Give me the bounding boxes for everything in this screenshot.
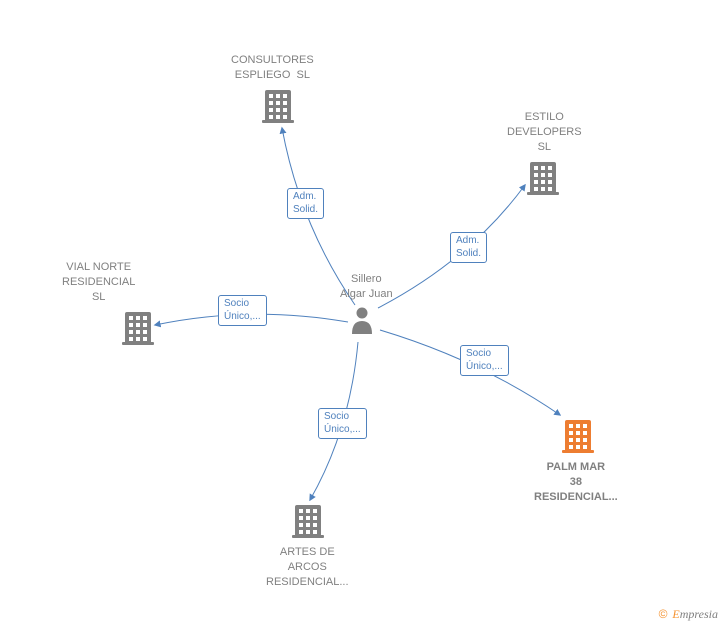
copyright: © Empresia [659, 607, 718, 622]
diagram-canvas: Adm. Solid. Adm. Solid. Socio Único,... Soc… [0, 0, 728, 630]
building-icon [265, 90, 291, 123]
company-node-label: PALM MAR 38 RESIDENCIAL... [534, 460, 618, 505]
company-node-label: CONSULTORES ESPLIEGO SL [231, 53, 314, 83]
copyright-text: mpresia [680, 607, 718, 621]
person-icon [350, 306, 374, 339]
building-icon [530, 162, 556, 195]
company-node-label: ARTES DE ARCOS RESIDENCIAL... [266, 545, 349, 590]
edge-label: Socio Único,... [460, 345, 509, 376]
edge-label: Socio Único,... [218, 295, 267, 326]
building-icon [125, 312, 151, 345]
center-node-label: Sillero Algar Juan [340, 272, 393, 302]
edge-label: Socio Único,... [318, 408, 367, 439]
building-icon [295, 505, 321, 538]
copyright-symbol: © [659, 607, 668, 621]
edge-label: Adm. Solid. [287, 188, 324, 219]
company-node-label: ESTILO DEVELOPERS SL [507, 110, 582, 155]
edge-label: Adm. Solid. [450, 232, 487, 263]
building-icon [565, 420, 591, 453]
copyright-prefix: E [672, 607, 679, 621]
company-node-label: VIAL NORTE RESIDENCIAL SL [62, 260, 135, 305]
